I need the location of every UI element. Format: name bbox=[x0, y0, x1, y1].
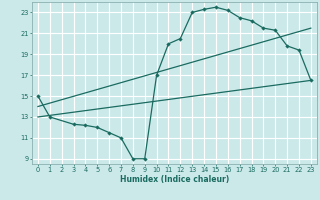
X-axis label: Humidex (Indice chaleur): Humidex (Indice chaleur) bbox=[120, 175, 229, 184]
